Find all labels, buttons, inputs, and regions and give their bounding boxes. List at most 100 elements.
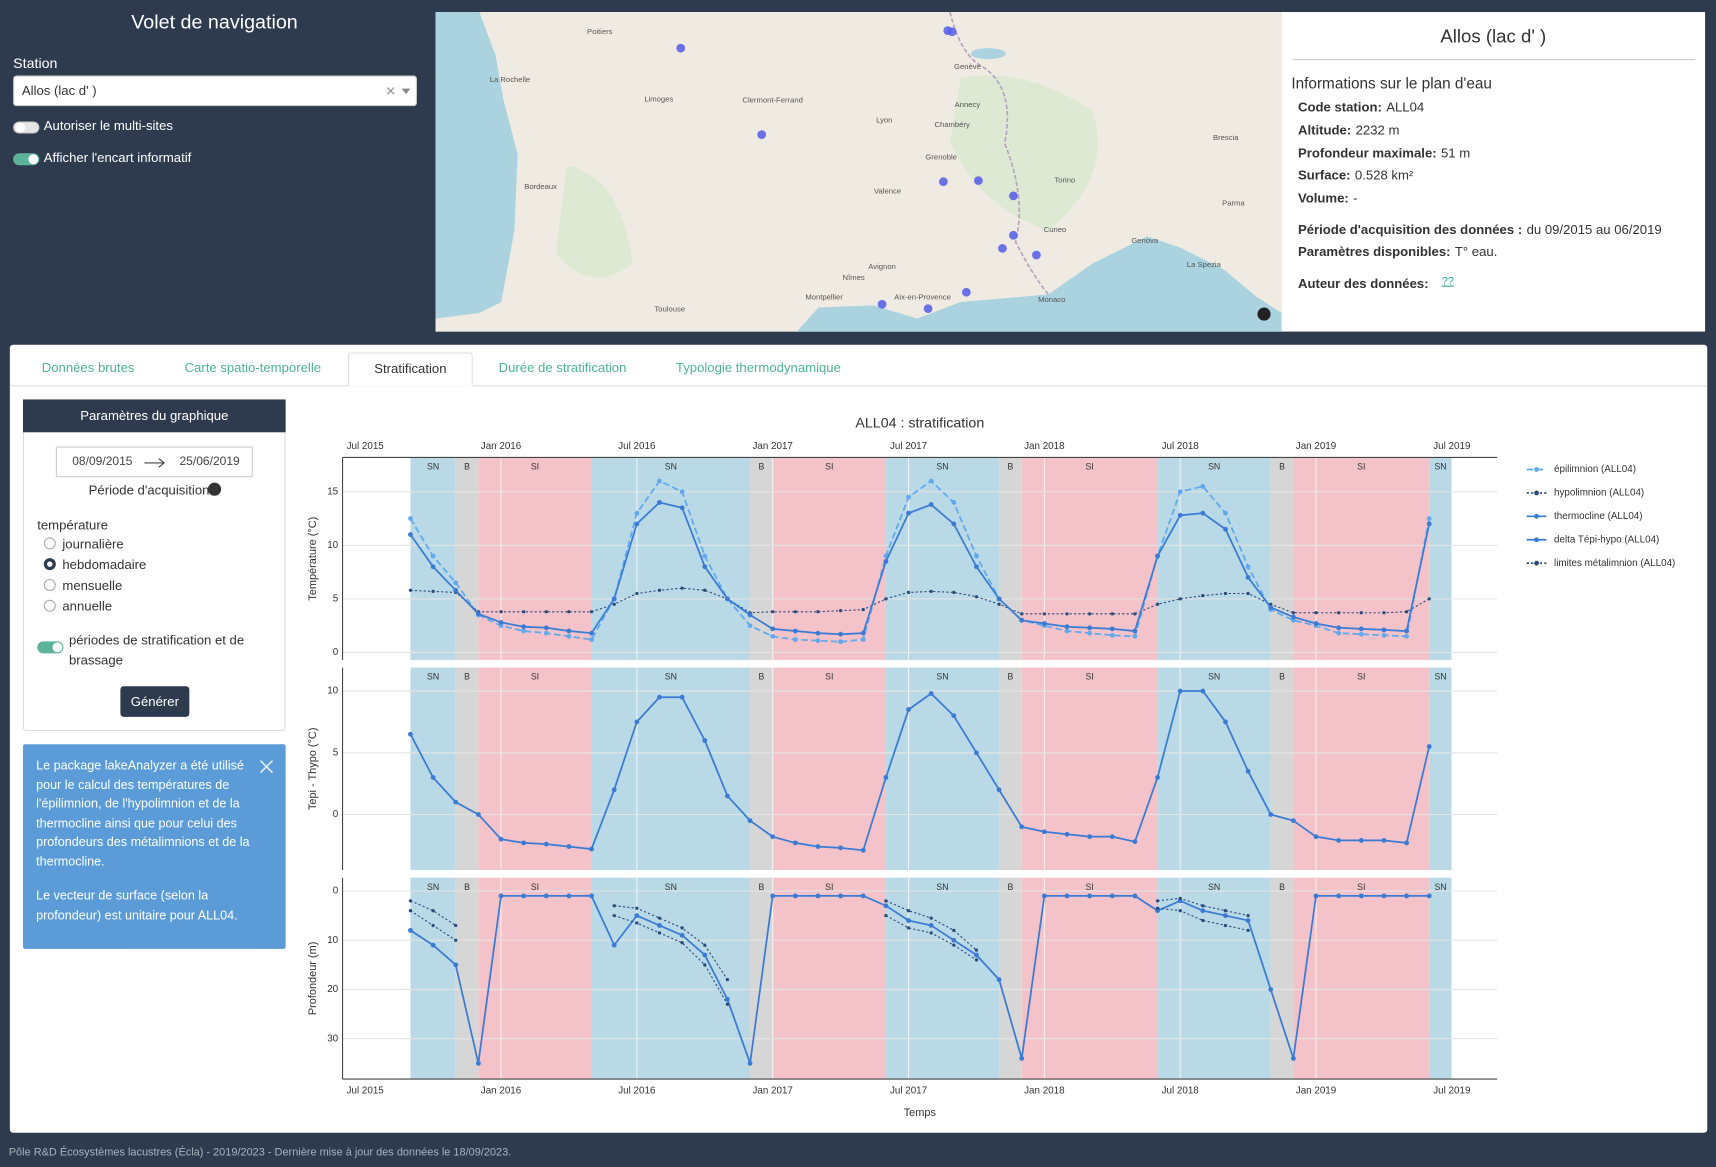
station-value: Allos (lac d' ) — [21, 83, 97, 99]
station-marker[interactable] — [1009, 230, 1018, 240]
radio-label: mensuelle — [62, 577, 123, 594]
toggle-knob — [28, 154, 39, 165]
map-city-label: Monaco — [1038, 295, 1065, 304]
toggle-label: Afficher l'encart informatif — [43, 149, 192, 166]
info-row: Paramètres disponibles: T° eau. — [1298, 244, 1497, 259]
station-select[interactable]: Allos (lac d' ) — [13, 75, 417, 107]
radio[interactable] — [43, 599, 56, 612]
radio[interactable] — [43, 578, 56, 591]
strat-toggle-label: périodes de stratification et de brassag… — [68, 632, 245, 668]
map-sea — [435, 12, 518, 319]
map-city-label: Cuneo — [1044, 225, 1067, 234]
variable-label: température — [37, 517, 109, 533]
notice-text: Le vecteur de surface (selon la profonde… — [36, 889, 238, 923]
sidebar-title: Volet de navigation — [131, 10, 298, 33]
tab-bar-line — [9, 385, 1708, 387]
info-row: Surface: 0.528 km² — [1298, 167, 1413, 182]
info-label: Profondeur maximale: — [1297, 145, 1437, 161]
info-value: 0.528 km² — [1354, 167, 1414, 183]
map-city-label: La Spezia — [1187, 260, 1222, 269]
radio[interactable] — [43, 558, 56, 571]
map-city-label: Limoges — [644, 95, 673, 104]
date-range[interactable]: 08/09/2015 25/06/2019 — [55, 446, 253, 478]
info-label: Période d'acquisition des données : — [1297, 222, 1523, 238]
period-label: Période d'acquisition — [88, 482, 210, 498]
info-title: Allos (lac d' ) — [1440, 26, 1547, 48]
radio-label: journalière — [62, 536, 124, 552]
date-end[interactable]: 25/06/2019 — [179, 455, 240, 469]
map-city-label: Aix-en-Provence — [894, 293, 951, 302]
map-city-label: Toulouse — [654, 305, 685, 314]
tab[interactable]: Typologie thermodynamique — [675, 360, 841, 376]
toggle-knob — [15, 122, 26, 133]
map-attribution-icon[interactable] — [1257, 307, 1271, 321]
select-icons — [386, 87, 411, 95]
map-city-label: Bordeaux — [524, 182, 557, 191]
station-marker[interactable] — [757, 130, 767, 139]
station-marker[interactable] — [1009, 191, 1018, 201]
tab[interactable]: Durée de stratification — [498, 360, 627, 376]
map-city-label: Valence — [874, 187, 901, 196]
station-marker[interactable] — [938, 177, 948, 187]
info-row: Auteur des données:?? — [1298, 276, 1454, 291]
info-row: Code station: ALL04 — [1298, 100, 1424, 115]
map-city-label: Torino — [1054, 176, 1075, 185]
info-label: Auteur des données: — [1297, 275, 1429, 292]
station-marker[interactable] — [877, 299, 887, 309]
info-value[interactable]: ?? — [1441, 275, 1454, 288]
station-marker[interactable] — [1032, 250, 1041, 260]
date-arrow — [144, 458, 166, 468]
generate-button[interactable]: Générer — [120, 686, 190, 717]
info-divider — [1292, 59, 1696, 61]
map-city-label: Brescia — [1213, 133, 1239, 142]
info-value: 51 m — [1441, 145, 1471, 161]
dropdown-arrow[interactable] — [401, 88, 411, 95]
info-value: T° eau. — [1454, 244, 1498, 260]
station-marker[interactable] — [974, 176, 983, 185]
map-city-label: Avignon — [868, 262, 896, 271]
sidebar-toggle[interactable] — [13, 121, 40, 134]
info-row: Profondeur maximale: 51 m — [1298, 146, 1470, 161]
map-city-label: Lyon — [876, 115, 892, 124]
map-forest — [949, 75, 1098, 231]
map-lake — [970, 48, 1006, 60]
notice-box: Le package lakeAnalyzer a été utilisé po… — [22, 744, 286, 949]
map-city-label: Clermont-Ferrand — [742, 96, 802, 105]
toggle-knob — [52, 642, 63, 653]
map: Poitiers La Rochelle Limoges Clermont-Ferra… — [435, 11, 1282, 332]
radio-label: annuelle — [62, 598, 113, 614]
map-city-label: Nîmes — [843, 273, 865, 282]
map-sea — [796, 236, 1282, 332]
map-city-label: La Rochelle — [490, 75, 530, 84]
tab[interactable]: Données brutes — [41, 360, 135, 376]
radio[interactable] — [43, 537, 56, 550]
info-row: Période d'acquisition des données : du 09… — [1298, 222, 1662, 237]
station-marker[interactable] — [676, 43, 686, 53]
tab[interactable]: Stratification — [348, 352, 473, 387]
station-marker[interactable] — [947, 27, 957, 37]
station-marker[interactable] — [961, 287, 971, 297]
strat-toggle[interactable] — [37, 641, 64, 654]
notice-text: Le package lakeAnalyzer a été utilisé po… — [36, 759, 250, 869]
station-label: Station — [13, 54, 58, 72]
toggle-label: Autoriser le multi-sites — [43, 118, 173, 134]
info-label: Volume: — [1297, 190, 1349, 206]
info-row: Volume: - — [1298, 190, 1358, 205]
date-start[interactable]: 08/09/2015 — [72, 455, 133, 469]
info-icon — [207, 482, 222, 496]
radio-label: hebdomadaire — [62, 557, 147, 573]
map-forest — [555, 165, 633, 278]
close-icon[interactable] — [259, 760, 274, 774]
clear-icon[interactable] — [386, 87, 395, 95]
station-marker[interactable] — [923, 304, 933, 313]
info-label: Surface: — [1297, 167, 1351, 183]
sidebar-toggle[interactable] — [13, 153, 40, 166]
tab[interactable]: Carte spatio-temporelle — [184, 360, 322, 376]
map-city-label: Annecy — [955, 100, 981, 109]
map-border — [949, 11, 1050, 295]
station-marker[interactable] — [998, 244, 1007, 253]
map-city-label: Grenoble — [925, 153, 957, 162]
info-icon-dot[interactable] — [207, 482, 222, 496]
